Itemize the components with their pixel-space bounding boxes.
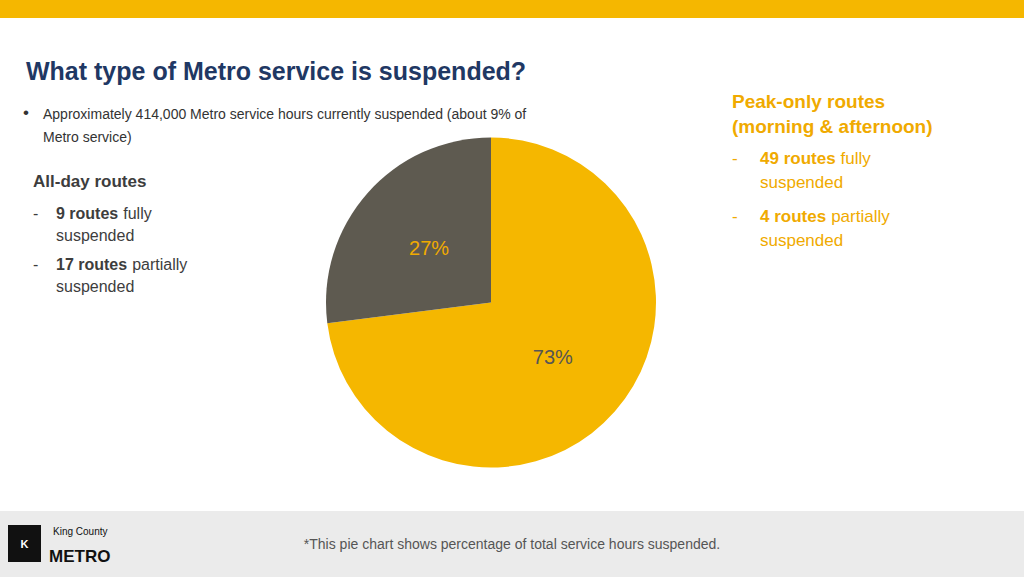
html-text:Approximately 414,000 Metro se: Approximately 414,000 Metro service hour… bbox=[43, 106, 527, 122]
html-text:K: K bbox=[20, 537, 29, 550]
html-text:49 routes fully: 49 routes fully bbox=[760, 149, 871, 168]
svg-text:73%: 73% bbox=[533, 346, 573, 368]
svg-text:27%: 27% bbox=[409, 237, 449, 259]
html-text:17 routes partially: 17 routes partially bbox=[56, 256, 188, 273]
html-text:suspended: suspended bbox=[56, 227, 135, 244]
html-text:All-day routes: All-day routes bbox=[33, 172, 147, 191]
html-text:suspended: suspended bbox=[760, 173, 844, 192]
html-text:(morning & afternoon): (morning & afternoon) bbox=[732, 116, 933, 137]
html-text:King County: King County bbox=[53, 526, 108, 537]
html-text:What type of Metro service is: What type of Metro service is suspended? bbox=[26, 57, 527, 85]
html-text:Peak-only routes: Peak-only routes bbox=[732, 91, 886, 112]
html-text:suspended: suspended bbox=[760, 231, 844, 250]
html-text:4 routes partially: 4 routes partially bbox=[760, 207, 890, 226]
html-text:*This pie chart shows percenta: *This pie chart shows percentage of tota… bbox=[303, 536, 721, 552]
html-text:suspended: suspended bbox=[56, 278, 135, 295]
html-text:Metro service): Metro service) bbox=[43, 129, 132, 145]
html-text:METRO: METRO bbox=[49, 547, 111, 566]
html-text:9 routes fully: 9 routes fully bbox=[56, 205, 152, 222]
